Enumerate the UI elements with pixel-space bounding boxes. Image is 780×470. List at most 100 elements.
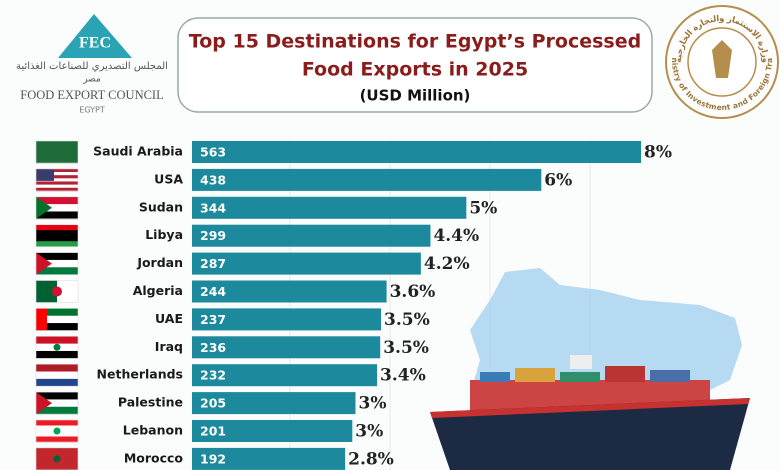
flag-triangle	[36, 392, 52, 415]
category-label: Saudi Arabia	[93, 144, 183, 159]
flag-border	[35, 391, 79, 415]
flag-emblem	[53, 427, 61, 435]
flag-stripe	[36, 392, 78, 400]
flag-stripe	[36, 436, 78, 443]
value-label: 236	[200, 340, 226, 355]
bar	[192, 392, 356, 415]
share-label: 3.6%	[390, 282, 436, 302]
bar	[192, 168, 542, 191]
plot: Saudi Arabia 563 8% USA 438 6% Sudan 344 5% Libya…	[35, 140, 672, 470]
bar	[192, 308, 382, 331]
flag	[35, 447, 79, 470]
flag-border	[35, 224, 79, 247]
share-label: 2.8%	[348, 449, 394, 469]
flag-stripe	[36, 204, 78, 212]
flag-border	[35, 335, 79, 359]
share-label: 3%	[355, 422, 383, 442]
flag-stripe	[36, 267, 78, 275]
value-label: 438	[200, 172, 226, 187]
category-label: Iraq	[155, 339, 183, 354]
flag-border	[35, 419, 79, 443]
flag	[35, 391, 79, 415]
flag-emblem	[52, 286, 62, 297]
flag-border	[35, 280, 79, 303]
value-label: 287	[200, 256, 226, 271]
chart-title: Food Exports in 2025	[302, 59, 528, 81]
value-label: 299	[200, 228, 226, 243]
flag-stripe	[36, 308, 78, 317]
bar	[192, 252, 421, 275]
logo: FEC المجلس التصديري للصناعات الغذائية مص…	[16, 14, 168, 115]
bar	[192, 336, 381, 359]
flag	[35, 252, 79, 275]
flag-stripe	[36, 371, 78, 380]
chart-title: Top 15 Destinations for Egypt’s Processe…	[189, 31, 641, 53]
value-label: 344	[200, 200, 226, 215]
category-label: Libya	[145, 227, 183, 242]
logo-name: FOOD EXPORT COUNCIL	[20, 88, 163, 102]
share-label: 6%	[544, 170, 572, 190]
share-label: 3.5%	[383, 338, 429, 358]
category-label: Jordan	[136, 255, 183, 270]
flag-border	[35, 363, 79, 387]
flag-triangle	[36, 196, 52, 219]
logo-arabic: المجلس التصديري للصناعات الغذائية	[16, 61, 168, 72]
flag-stripe	[36, 350, 78, 359]
flag-stripe	[36, 378, 78, 387]
flag-stripe	[36, 230, 78, 236]
share-label: 8%	[644, 143, 672, 163]
flag-stripe	[36, 141, 78, 164]
value-label: 192	[200, 451, 226, 466]
flag-border	[35, 168, 79, 192]
bar	[192, 364, 378, 387]
bar	[192, 420, 353, 442]
flag	[35, 224, 79, 247]
flag-stripe	[36, 336, 78, 344]
share-label: 4.4%	[433, 226, 479, 246]
bar	[192, 196, 467, 219]
value-label: 244	[200, 284, 226, 299]
flag-stripe	[36, 364, 78, 372]
flag	[35, 335, 79, 359]
flag-stripe	[36, 178, 78, 182]
flag	[35, 168, 79, 192]
category-label: Sudan	[139, 199, 183, 214]
flag-triangle	[36, 252, 52, 275]
flag-stripe	[36, 235, 78, 242]
flag-stripe	[36, 175, 78, 179]
value-label: 205	[200, 396, 226, 411]
flag-stripe	[36, 252, 78, 261]
flag-border	[35, 308, 79, 331]
flag-stripe	[36, 280, 57, 303]
share-label: 4.2%	[424, 254, 470, 274]
flag-border	[35, 252, 79, 275]
category-label: Algeria	[133, 283, 183, 298]
flag-stripe	[36, 187, 78, 192]
flag-stripe	[36, 224, 78, 231]
value-label: 232	[200, 368, 226, 383]
flag	[35, 280, 79, 303]
category-label: USA	[154, 171, 183, 186]
flag-border	[35, 140, 79, 164]
bar	[192, 224, 431, 247]
flag-band	[36, 308, 47, 331]
flag-emblem	[53, 343, 61, 351]
flag	[35, 419, 79, 443]
value-label: 201	[200, 424, 226, 439]
flag-stripe	[36, 184, 78, 189]
share-label: 5%	[469, 198, 497, 218]
flag	[35, 196, 79, 220]
flag-border	[35, 196, 79, 220]
flag-stripe	[36, 172, 78, 176]
flag-stripe	[36, 196, 78, 205]
flag-stripe	[36, 420, 78, 426]
flag-stripe	[36, 211, 78, 220]
flag	[35, 363, 79, 387]
flag-stripe	[36, 315, 78, 324]
title-box	[177, 17, 653, 113]
logo-abbr: FEC	[79, 35, 111, 52]
flag-emblem	[53, 455, 61, 463]
logo-country: EGYPT	[79, 106, 105, 115]
flag-stripe	[36, 323, 78, 331]
flag-stripe	[36, 241, 78, 247]
